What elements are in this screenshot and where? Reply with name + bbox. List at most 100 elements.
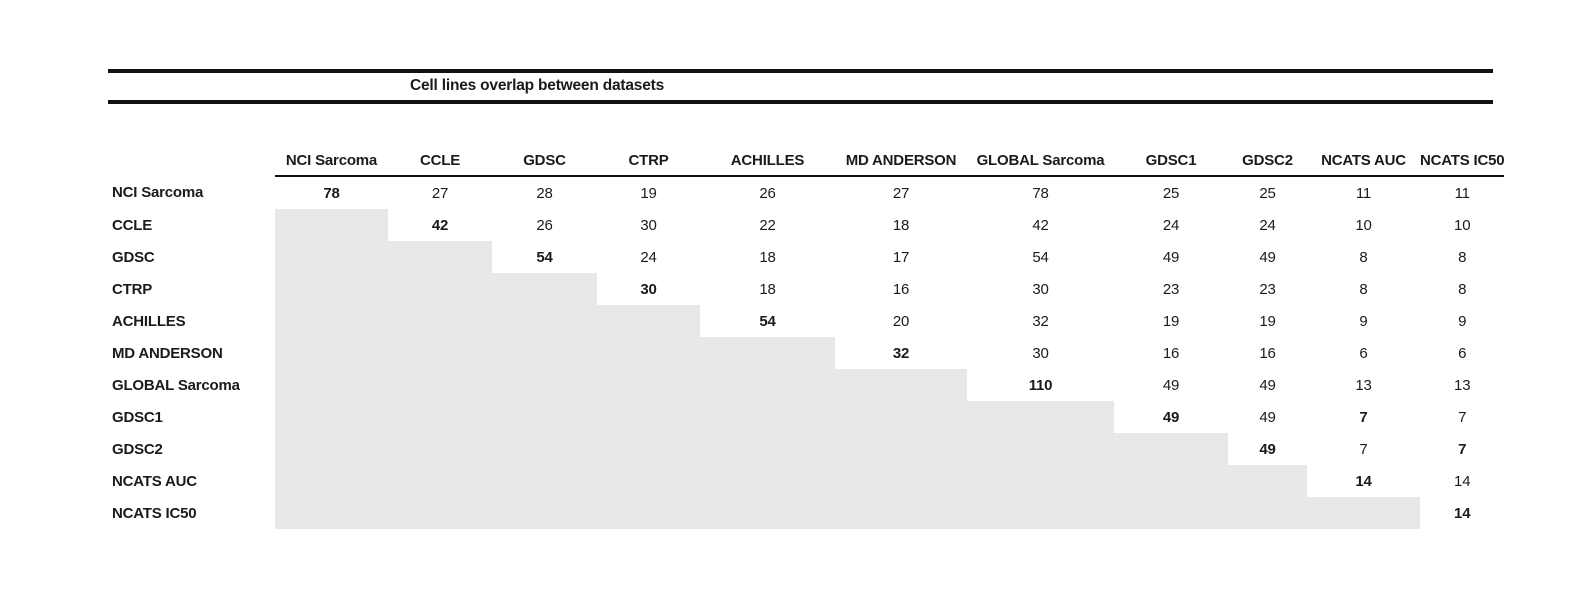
shaded-cell <box>835 497 967 529</box>
table-title: Cell lines overlap between datasets <box>410 77 665 94</box>
shaded-cell <box>275 241 388 273</box>
shaded-cell <box>967 401 1114 433</box>
shaded-cell <box>492 273 597 305</box>
matrix-cell: 16 <box>1162 344 1180 362</box>
row-label: ACHILLES <box>112 312 186 330</box>
shaded-cell <box>700 401 835 433</box>
shaded-cell <box>388 337 492 369</box>
matrix-cell: 26 <box>759 184 776 202</box>
matrix-cell: 16 <box>892 280 910 298</box>
row-label: GDSC1 <box>112 408 163 426</box>
matrix-cell: 49 <box>1259 440 1276 458</box>
shaded-cell <box>967 497 1114 529</box>
matrix-cell: 49 <box>1259 376 1276 394</box>
column-header: ACHILLES <box>700 130 835 177</box>
matrix-cell: 22 <box>759 216 776 234</box>
table-row: ACHILLES 54 20 32 19 19 9 9 <box>110 305 1504 337</box>
matrix-cell: 24 <box>640 248 657 266</box>
matrix-cell: 27 <box>892 184 910 202</box>
shaded-cell <box>275 401 388 433</box>
matrix-cell: 8 <box>1359 248 1368 266</box>
shaded-cell <box>275 369 388 401</box>
matrix-cell: 78 <box>323 184 340 202</box>
shaded-cell <box>388 401 492 433</box>
shaded-cell <box>700 465 835 497</box>
column-header: CTRP <box>597 130 700 177</box>
shaded-cell <box>492 305 597 337</box>
shaded-cell <box>1114 465 1228 497</box>
row-label: CTRP <box>112 280 153 298</box>
matrix-cell: 32 <box>892 344 910 362</box>
shaded-cell <box>597 305 700 337</box>
matrix-cell: 49 <box>1259 248 1276 266</box>
shaded-cell <box>835 433 967 465</box>
matrix-cell: 8 <box>1458 248 1467 266</box>
matrix-cell: 54 <box>759 312 776 330</box>
shaded-cell <box>388 433 492 465</box>
shaded-cell <box>388 241 492 273</box>
corner-cell <box>110 130 275 176</box>
shaded-cell <box>1114 433 1228 465</box>
matrix-cell: 49 <box>1259 408 1276 426</box>
matrix-cell: 8 <box>1458 280 1467 298</box>
matrix-cell: 30 <box>1032 344 1049 362</box>
matrix-cell: 54 <box>536 248 553 266</box>
row-label: MD ANDERSON <box>112 344 223 362</box>
matrix-cell: 19 <box>1162 312 1180 330</box>
shaded-cell <box>700 369 835 401</box>
row-label: NCATS AUC <box>112 472 197 490</box>
shaded-cell <box>700 337 835 369</box>
table-row: NCATS IC50 14 <box>110 497 1504 529</box>
matrix-cell: 14 <box>1454 472 1471 490</box>
shaded-cell <box>275 465 388 497</box>
matrix-cell: 7 <box>1359 440 1368 458</box>
table-row: MD ANDERSON 32 30 16 16 6 6 <box>110 337 1504 369</box>
matrix-cell: 14 <box>1355 472 1372 490</box>
matrix-cell: 10 <box>1355 216 1372 234</box>
row-label: NCI Sarcoma <box>112 184 204 201</box>
matrix-cell: 24 <box>1162 216 1180 234</box>
matrix-cell: 30 <box>640 280 657 298</box>
matrix-cell: 28 <box>536 184 553 202</box>
matrix-cell: 30 <box>640 216 657 234</box>
matrix-cell: 7 <box>1458 408 1467 426</box>
row-label: GLOBAL Sarcoma <box>112 376 240 394</box>
matrix-cell: 24 <box>1259 216 1276 234</box>
matrix-cell: 49 <box>1162 248 1180 266</box>
overlap-matrix-table: NCI Sarcoma CCLE GDSC CTRP ACHILLES MD ANDERS… <box>110 130 1505 529</box>
matrix-cell: 25 <box>1162 184 1180 202</box>
matrix-cell: 13 <box>1454 376 1471 394</box>
matrix-cell: 42 <box>431 216 449 234</box>
row-label: NCATS IC50 <box>112 504 197 522</box>
shaded-cell <box>835 465 967 497</box>
shaded-cell <box>388 273 492 305</box>
column-header: GDSC <box>492 130 597 177</box>
matrix-cell: 30 <box>1032 280 1049 298</box>
column-header: GDSC2 <box>1228 130 1307 177</box>
matrix-cell: 110 <box>1028 376 1053 394</box>
shaded-cell <box>492 433 597 465</box>
shaded-cell <box>388 465 492 497</box>
matrix-cell: 18 <box>892 216 910 234</box>
column-header: GDSC1 <box>1114 130 1228 177</box>
header-row: NCI Sarcoma CCLE GDSC CTRP ACHILLES MD ANDERS… <box>110 130 1505 177</box>
shaded-cell <box>492 401 597 433</box>
row-label: GDSC2 <box>112 440 163 458</box>
matrix-cell: 32 <box>1032 312 1049 330</box>
shaded-cell <box>388 369 492 401</box>
column-header: NCATS IC50 <box>1420 130 1505 177</box>
matrix-cell: 6 <box>1359 344 1368 362</box>
column-header: NCI Sarcoma <box>275 130 388 177</box>
matrix-cell: 42 <box>1032 216 1049 234</box>
shaded-cell <box>1114 497 1228 529</box>
matrix-cell: 16 <box>1259 344 1276 362</box>
row-label: CCLE <box>112 216 153 234</box>
matrix-cell: 49 <box>1162 408 1180 426</box>
matrix-cell: 7 <box>1359 408 1368 426</box>
shaded-cell <box>275 337 388 369</box>
shaded-cell <box>967 465 1114 497</box>
table-row: CCLE 42 26 30 22 18 42 24 24 10 10 <box>110 209 1504 241</box>
shaded-cell <box>275 433 388 465</box>
shaded-cell <box>492 369 597 401</box>
header-rule <box>108 100 1493 104</box>
